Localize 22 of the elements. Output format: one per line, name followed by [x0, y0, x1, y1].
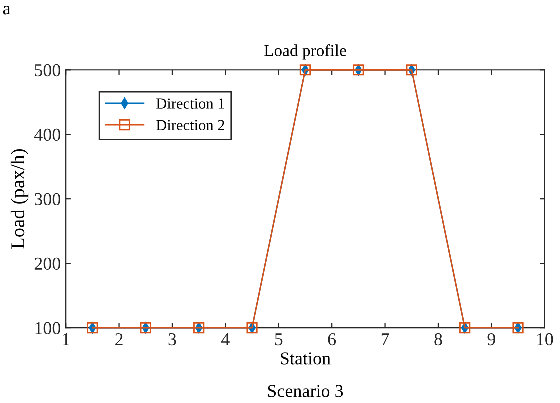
y-axis-title: Load (pax/h) — [10, 149, 29, 250]
x-tick-label: 5 — [275, 334, 283, 346]
y-tick-label: 200 — [34, 258, 61, 270]
y-tick-label: 100 — [36, 322, 61, 334]
legend-label: Direction 1 — [156, 98, 224, 109]
y-tick-label: 400 — [34, 128, 61, 142]
x-tick-label: 8 — [434, 333, 442, 346]
y-tick-label: 500 — [35, 64, 61, 77]
x-tick-label: 4 — [222, 334, 230, 346]
x-axis-title: Station — [281, 352, 331, 365]
x-tick-label: 3 — [168, 333, 176, 346]
x-tick-label: 9 — [488, 333, 496, 346]
x-tick-label: 1 — [63, 334, 70, 346]
text: a — [3, 6, 11, 15]
x-tick-label: 6 — [328, 333, 336, 346]
legend-label: Direction 2 — [156, 120, 224, 131]
x-tick-label: 2 — [116, 333, 123, 346]
y-tick-label: 300 — [35, 193, 61, 206]
x-tick-label: 7 — [382, 334, 390, 346]
text: Scenario 3 — [268, 385, 344, 398]
x-tick-label: 10 — [537, 333, 554, 346]
chart-title: Load profile — [264, 44, 346, 60]
